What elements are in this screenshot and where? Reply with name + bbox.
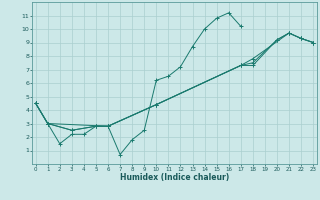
X-axis label: Humidex (Indice chaleur): Humidex (Indice chaleur) — [120, 173, 229, 182]
